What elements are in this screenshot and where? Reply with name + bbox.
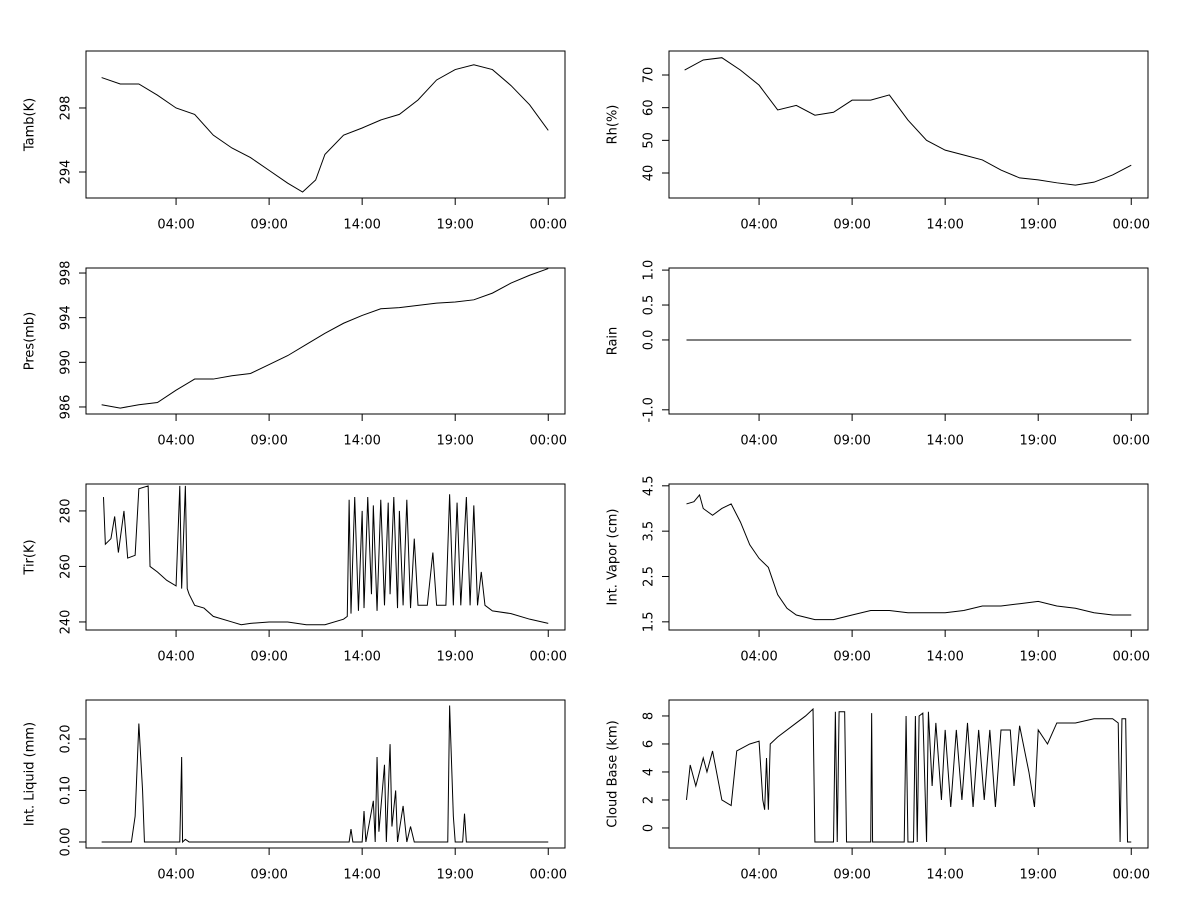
- y-axis-label: Tir(K): [23, 539, 38, 575]
- y-tick-label: 0.00: [59, 827, 74, 856]
- x-tick-label: 09:00: [833, 868, 870, 883]
- y-tick-label: 0.5: [642, 295, 657, 316]
- x-tick-label: 19:00: [1019, 218, 1056, 233]
- data-line: [102, 485, 549, 626]
- x-tick-label: 04:00: [157, 434, 194, 449]
- y-tick-label: 298: [59, 96, 74, 121]
- x-tick-label: 00:00: [1113, 434, 1150, 449]
- x-tick-label: 00:00: [530, 434, 567, 449]
- x-tick-label: 19:00: [1019, 434, 1056, 449]
- x-tick-label: 14:00: [343, 434, 380, 449]
- y-tick-label: 240: [59, 610, 74, 635]
- y-tick-label: 3.5: [642, 521, 657, 542]
- y-tick-label: 0.20: [59, 725, 74, 754]
- x-tick-label: 19:00: [1019, 868, 1056, 883]
- data-line: [684, 57, 1132, 186]
- x-tick-label: 19:00: [436, 868, 473, 883]
- x-tick-label: 00:00: [530, 868, 567, 883]
- x-tick-label: 14:00: [343, 218, 380, 233]
- data-line: [685, 707, 1132, 843]
- y-tick-label: 6: [642, 740, 657, 748]
- y-tick-label: 294: [59, 160, 74, 185]
- data-line: [101, 705, 549, 844]
- y-tick-label: 1.0: [642, 260, 657, 281]
- x-tick-label: 09:00: [250, 650, 287, 665]
- x-tick-label: 09:00: [250, 434, 287, 449]
- x-tick-label: 14:00: [926, 650, 963, 665]
- y-tick-label: 2: [642, 796, 657, 804]
- y-tick-label: 994: [59, 305, 74, 330]
- y-tick-label: 8: [642, 712, 657, 720]
- x-tick-label: 04:00: [740, 650, 777, 665]
- plot-box: [85, 50, 566, 199]
- y-tick-label: 70: [642, 67, 657, 84]
- y-tick-label: 60: [642, 99, 657, 116]
- x-tick-label: 19:00: [436, 650, 473, 665]
- y-axis-label: Pres(mb): [23, 312, 38, 371]
- y-tick-label: 0.0: [642, 330, 657, 351]
- x-tick-label: 00:00: [530, 650, 567, 665]
- data-line: [101, 268, 549, 409]
- y-axis-label: Cloud Base (km): [606, 720, 621, 827]
- x-tick-label: 09:00: [250, 218, 287, 233]
- y-tick-label: 4: [642, 768, 657, 776]
- data-line: [686, 493, 1132, 621]
- y-axis-label: Int. Liquid (mm): [23, 722, 38, 826]
- x-tick-label: 04:00: [740, 218, 777, 233]
- x-tick-label: 14:00: [926, 868, 963, 883]
- y-tick-label: 986: [59, 395, 74, 420]
- x-tick-label: 19:00: [436, 218, 473, 233]
- x-tick-label: 00:00: [1113, 650, 1150, 665]
- x-tick-label: 09:00: [833, 650, 870, 665]
- plot-box: [85, 267, 566, 415]
- data-line: [101, 64, 549, 193]
- plot-box: [85, 483, 566, 631]
- x-tick-label: 04:00: [157, 868, 194, 883]
- x-tick-label: 04:00: [740, 868, 777, 883]
- x-tick-label: 00:00: [1113, 218, 1150, 233]
- x-tick-label: 14:00: [343, 868, 380, 883]
- x-tick-label: 09:00: [833, 218, 870, 233]
- x-tick-label: 09:00: [250, 868, 287, 883]
- y-tick-label: 4.5: [642, 475, 657, 496]
- y-axis-label: Int. Vapor (cm): [606, 509, 621, 606]
- y-tick-label: 1.5: [642, 611, 657, 632]
- plot-box: [85, 699, 566, 849]
- x-tick-label: 00:00: [1113, 868, 1150, 883]
- x-tick-label: 14:00: [926, 434, 963, 449]
- y-tick-label: 0: [642, 824, 657, 832]
- plot-box: [668, 267, 1149, 415]
- y-tick-label: 40: [642, 165, 657, 182]
- x-tick-label: 19:00: [436, 434, 473, 449]
- x-tick-label: 09:00: [833, 434, 870, 449]
- plot-box: [668, 50, 1149, 199]
- x-tick-label: 19:00: [1019, 650, 1056, 665]
- y-tick-label: 50: [642, 132, 657, 149]
- y-axis-label: Rain: [606, 327, 621, 356]
- y-tick-label: 998: [59, 261, 74, 286]
- y-axis-label: Tamb(K): [23, 98, 38, 152]
- y-tick-label: 2.5: [642, 566, 657, 587]
- x-tick-label: 04:00: [157, 218, 194, 233]
- y-tick-label: -1.0: [642, 397, 657, 422]
- y-tick-label: 990: [59, 350, 74, 375]
- y-tick-label: 0.10: [59, 776, 74, 805]
- y-axis-label: Rh(%): [606, 105, 621, 145]
- x-tick-label: 14:00: [343, 650, 380, 665]
- x-tick-label: 04:00: [157, 650, 194, 665]
- x-tick-label: 00:00: [530, 218, 567, 233]
- x-tick-label: 14:00: [926, 218, 963, 233]
- y-tick-label: 280: [59, 499, 74, 524]
- y-tick-label: 260: [59, 554, 74, 579]
- x-tick-label: 04:00: [740, 434, 777, 449]
- plot-box: [668, 699, 1149, 849]
